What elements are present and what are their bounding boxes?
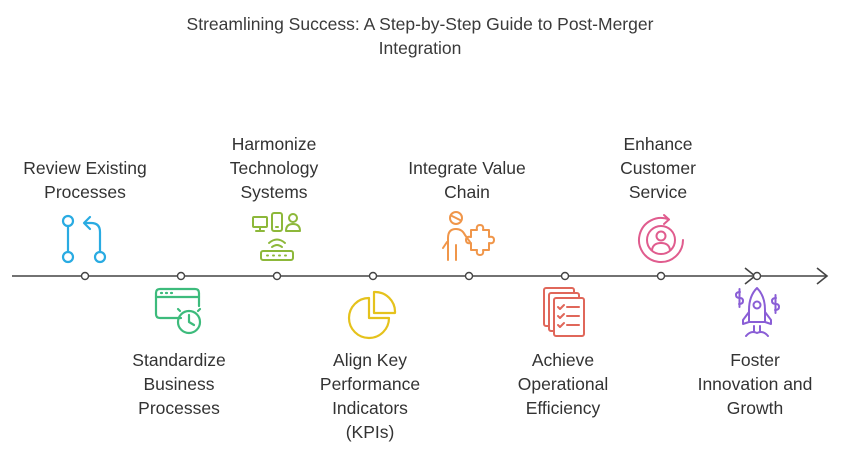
- step-label-foster-innovation-and-growth: Foster Innovation and Growth: [697, 350, 813, 418]
- browser-clock-icon: [154, 287, 202, 335]
- person-puzzle-icon: [442, 211, 495, 261]
- step-label-review-existing-processes: Review Existing Processes: [23, 158, 147, 202]
- title-line-1: Streamlining Success: A Step-by-Step Gui…: [186, 14, 654, 34]
- timeline-marker-2: [176, 271, 186, 281]
- timeline-marker-3: [272, 271, 282, 281]
- timeline-marker-1: [80, 271, 90, 281]
- step-label-align-key-performance-indicators: Align Key Performance Indicators (KPIs): [319, 350, 421, 442]
- branch-icon: [61, 214, 107, 264]
- timeline-marker-5: [464, 271, 474, 281]
- customer-cycle-icon: [638, 214, 684, 263]
- step-label-integrate-value-chain: Integrate Value Chain: [408, 158, 526, 202]
- step-label-standardize-business-processes: Standardize Business Processes: [132, 350, 226, 418]
- diagram-title: Streamlining Success: A Step-by-Step Gui…: [120, 12, 720, 60]
- pie-chart-icon: [347, 290, 397, 340]
- rocket-icon: [735, 287, 780, 337]
- timeline-marker-4: [368, 271, 378, 281]
- title-line-2: Integration: [378, 38, 462, 58]
- checklist-stack-icon: [543, 287, 585, 337]
- timeline-marker-7: [656, 271, 666, 281]
- step-label-enhance-customer-service: Enhance Customer Service: [620, 134, 696, 202]
- step-label-achieve-operational-efficiency: Achieve Operational Efficiency: [517, 350, 609, 418]
- timeline-marker-8: [752, 271, 762, 281]
- devices-network-icon: [252, 212, 301, 261]
- step-label-harmonize-technology-systems: Harmonize Technology Systems: [229, 134, 319, 202]
- timeline-marker-6: [560, 271, 570, 281]
- timeline-arrowhead: [816, 267, 829, 285]
